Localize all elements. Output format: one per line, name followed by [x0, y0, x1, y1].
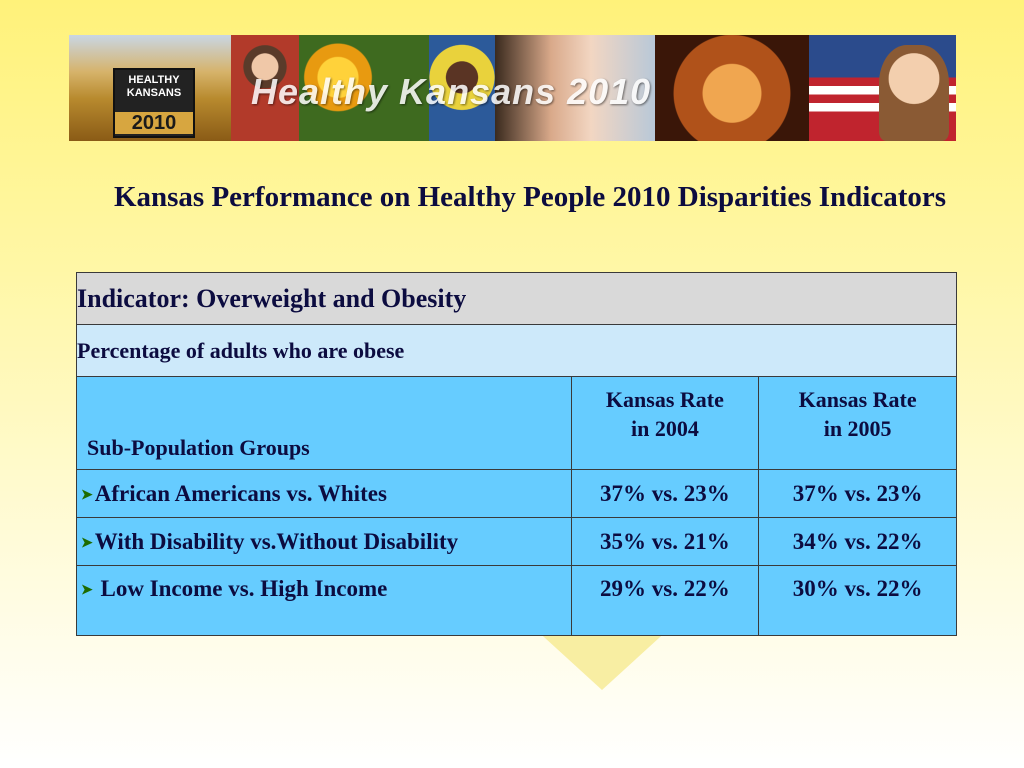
banner-photo-sunflowers [299, 35, 429, 141]
arrow-bullet-icon: ➤ [81, 583, 93, 598]
rate-2004-cell: 37% vs. 23% [570, 469, 760, 518]
rate-2005-cell: 37% vs. 23% [758, 469, 957, 518]
group-label: African Americans vs. Whites [94, 480, 387, 506]
group-cell: ➤African Americans vs. Whites [76, 469, 572, 518]
logo-year: 2010 [115, 112, 193, 134]
indicator-row: Indicator: Overweight and Obesity [76, 272, 957, 325]
table-row: ➤With Disability vs.Without Disability 3… [76, 517, 957, 566]
column-header-row: Sub-Population Groups Kansas Rate in 200… [76, 376, 957, 470]
rate-2005-cell: 34% vs. 22% [758, 517, 957, 566]
rate-2004-cell: 35% vs. 21% [570, 517, 760, 566]
banner: HEALTHY KANSANS 2010 Healthy Kansans 201… [69, 35, 956, 141]
banner-photo-father-and-baby [495, 35, 655, 141]
disparities-table: Indicator: Overweight and Obesity Percen… [76, 272, 957, 636]
banner-photo-child [429, 35, 495, 141]
column-header-2004: Kansas Rate in 2004 [570, 376, 760, 470]
column-header-2005-line1: Kansas Rate [798, 387, 917, 412]
arrow-bullet-icon: ➤ [81, 535, 93, 551]
banner-photo-flag-and-boy [809, 35, 956, 141]
logo-line2: KANSANS [126, 87, 182, 99]
table-row: ➤ Low Income vs. High Income 29% vs. 22%… [76, 565, 957, 636]
group-cell: ➤ Low Income vs. High Income [76, 565, 572, 636]
banner-title: Healthy Kansans 2010 [251, 71, 652, 112]
measure-label: Percentage of adults who are obese [76, 324, 957, 377]
column-header-2005: Kansas Rate in 2005 [758, 376, 957, 470]
group-label: Low Income vs. High Income [94, 576, 388, 601]
banner-photo-elderly-man [231, 35, 299, 141]
measure-row: Percentage of adults who are obese [76, 324, 957, 377]
column-header-groups: Sub-Population Groups [76, 376, 572, 470]
slide-title: Kansas Performance on Healthy People 201… [113, 181, 947, 213]
rate-2004-cell: 29% vs. 22% [570, 565, 760, 636]
arrow-bullet-icon: ➤ [81, 487, 93, 503]
table-row: ➤African Americans vs. Whites 37% vs. 23… [76, 469, 957, 518]
column-header-2004-line2: in 2004 [630, 416, 699, 441]
healthy-kansans-logo: HEALTHY KANSANS 2010 [113, 68, 195, 138]
column-header-2005-line2: in 2005 [823, 416, 892, 441]
column-header-2004-line1: Kansas Rate [605, 387, 724, 412]
banner-photo-stacked-hands [655, 35, 809, 141]
group-label: With Disability vs.Without Disability [94, 528, 459, 554]
group-cell: ➤With Disability vs.Without Disability [76, 517, 572, 566]
rate-2005-cell: 30% vs. 22% [758, 565, 957, 636]
indicator-title: Indicator: Overweight and Obesity [76, 272, 957, 325]
logo-line1: HEALTHY [128, 74, 180, 86]
